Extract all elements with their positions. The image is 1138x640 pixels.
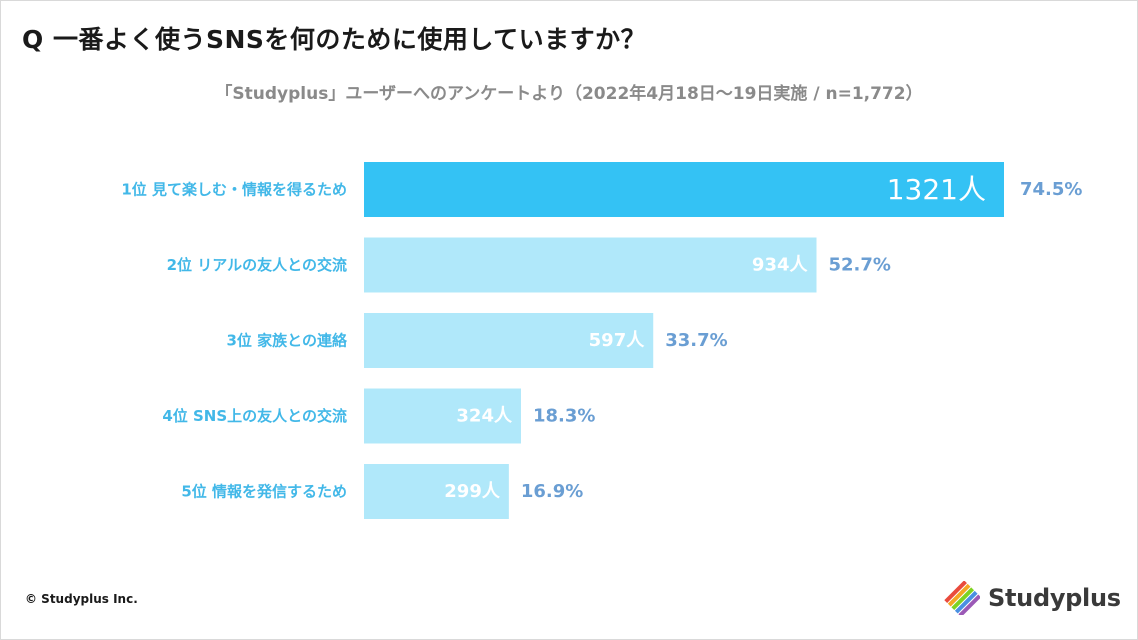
percent-label: 74.5% xyxy=(1020,179,1082,200)
bar xyxy=(364,464,509,519)
bar-chart: 1位 見て楽しむ・情報を得るため 1321人 74.5% 2位 リアルの友人との交流 9… xyxy=(121,162,1082,519)
data-label: 934人 xyxy=(752,255,809,276)
data-label: 324人 xyxy=(456,406,513,427)
category-label: 5位 情報を発信するため xyxy=(181,483,347,501)
logo-text: Studyplus xyxy=(988,584,1121,612)
percent-label: 52.7% xyxy=(829,255,891,276)
bar xyxy=(364,162,1004,217)
question-title: Q 一番よく使うSNSを何のために使用していますか？ xyxy=(22,25,647,54)
category-label: 3位 家族との連絡 xyxy=(226,332,348,350)
bar xyxy=(364,313,654,368)
percent-label: 16.9% xyxy=(521,481,583,502)
pencil-stripes-icon xyxy=(944,581,980,615)
category-label: 4位 SNS上の友人との交流 xyxy=(162,407,347,425)
percent-label: 18.3% xyxy=(533,406,595,427)
studyplus-logo: Studyplus xyxy=(944,578,1121,618)
data-label: 299人 xyxy=(444,481,501,502)
copyright-text: © Studyplus Inc. xyxy=(25,592,138,606)
bar xyxy=(364,388,521,444)
category-label: 1位 見て楽しむ・情報を得るため xyxy=(121,181,347,199)
data-label: 597人 xyxy=(589,330,646,351)
percent-label: 33.7% xyxy=(665,330,727,351)
chart-subtitle: 「Studyplus」ユーザーへのアンケートより（2022年4月18日〜19日実… xyxy=(215,84,923,104)
data-label: 1321人 xyxy=(887,173,986,206)
bar xyxy=(364,237,817,293)
category-label: 2位 リアルの友人との交流 xyxy=(167,256,347,274)
